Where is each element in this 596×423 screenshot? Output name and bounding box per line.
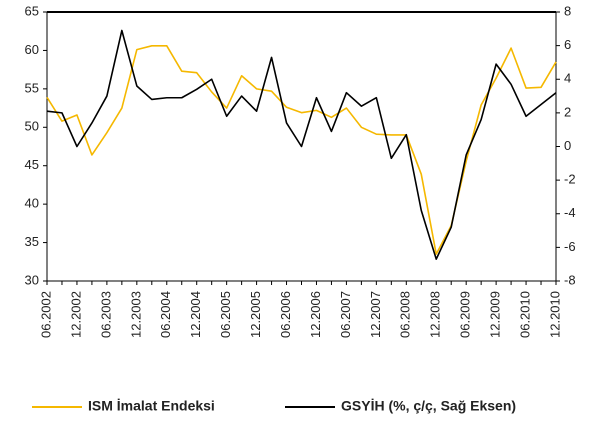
- y2-tick-label: -2: [564, 172, 576, 187]
- x-tick-label: 12.2002: [68, 291, 83, 338]
- x-tick-label: 06.2008: [398, 291, 413, 338]
- y-tick-label: 55: [25, 80, 39, 95]
- y-tick-label: 35: [25, 234, 39, 249]
- x-tick-label: 12.2004: [188, 291, 203, 338]
- x-tick-label: 06.2004: [158, 291, 173, 338]
- y-tick-label: 30: [25, 272, 39, 287]
- y2-tick-label: 6: [564, 37, 571, 52]
- y-tick-label: 65: [25, 3, 39, 18]
- x-tick-label: 06.2003: [98, 291, 113, 338]
- series-line: [46, 29, 557, 260]
- y-tick-label: 50: [25, 119, 39, 134]
- y-tick-label: 45: [25, 157, 39, 172]
- x-tick-label: 06.2009: [458, 291, 473, 338]
- series-line: [46, 45, 557, 255]
- x-tick-label: 12.2005: [248, 291, 263, 338]
- x-tick-label: 06.2006: [278, 291, 293, 338]
- y2-tick-label: 2: [564, 104, 571, 119]
- y-tick-label: 60: [25, 42, 39, 57]
- y2-tick-label: -4: [564, 205, 576, 220]
- x-tick-label: 12.2007: [368, 291, 383, 338]
- x-tick-label: 12.2008: [428, 291, 443, 338]
- y2-tick-label: -6: [564, 239, 576, 254]
- x-tick-label: 06.2007: [338, 291, 353, 338]
- legend-label: ISM İmalat Endeksi: [88, 398, 215, 414]
- x-tick-label: 06.2005: [218, 291, 233, 338]
- x-tick-label: 06.2010: [517, 291, 532, 338]
- x-tick-label: 06.2002: [38, 291, 53, 338]
- x-tick-label: 12.2006: [308, 291, 323, 338]
- y-tick-label: 40: [25, 196, 39, 211]
- legend-label: GSYİH (%, ç/ç, Sağ Eksen): [341, 398, 516, 414]
- y2-tick-label: 4: [564, 71, 571, 86]
- x-tick-label: 12.2003: [128, 291, 143, 338]
- x-tick-label: 12.2009: [488, 291, 503, 338]
- y2-tick-label: -8: [564, 272, 576, 287]
- x-tick-label: 12.2010: [547, 291, 562, 338]
- y2-tick-label: 0: [564, 138, 571, 153]
- y2-tick-label: 8: [564, 3, 571, 18]
